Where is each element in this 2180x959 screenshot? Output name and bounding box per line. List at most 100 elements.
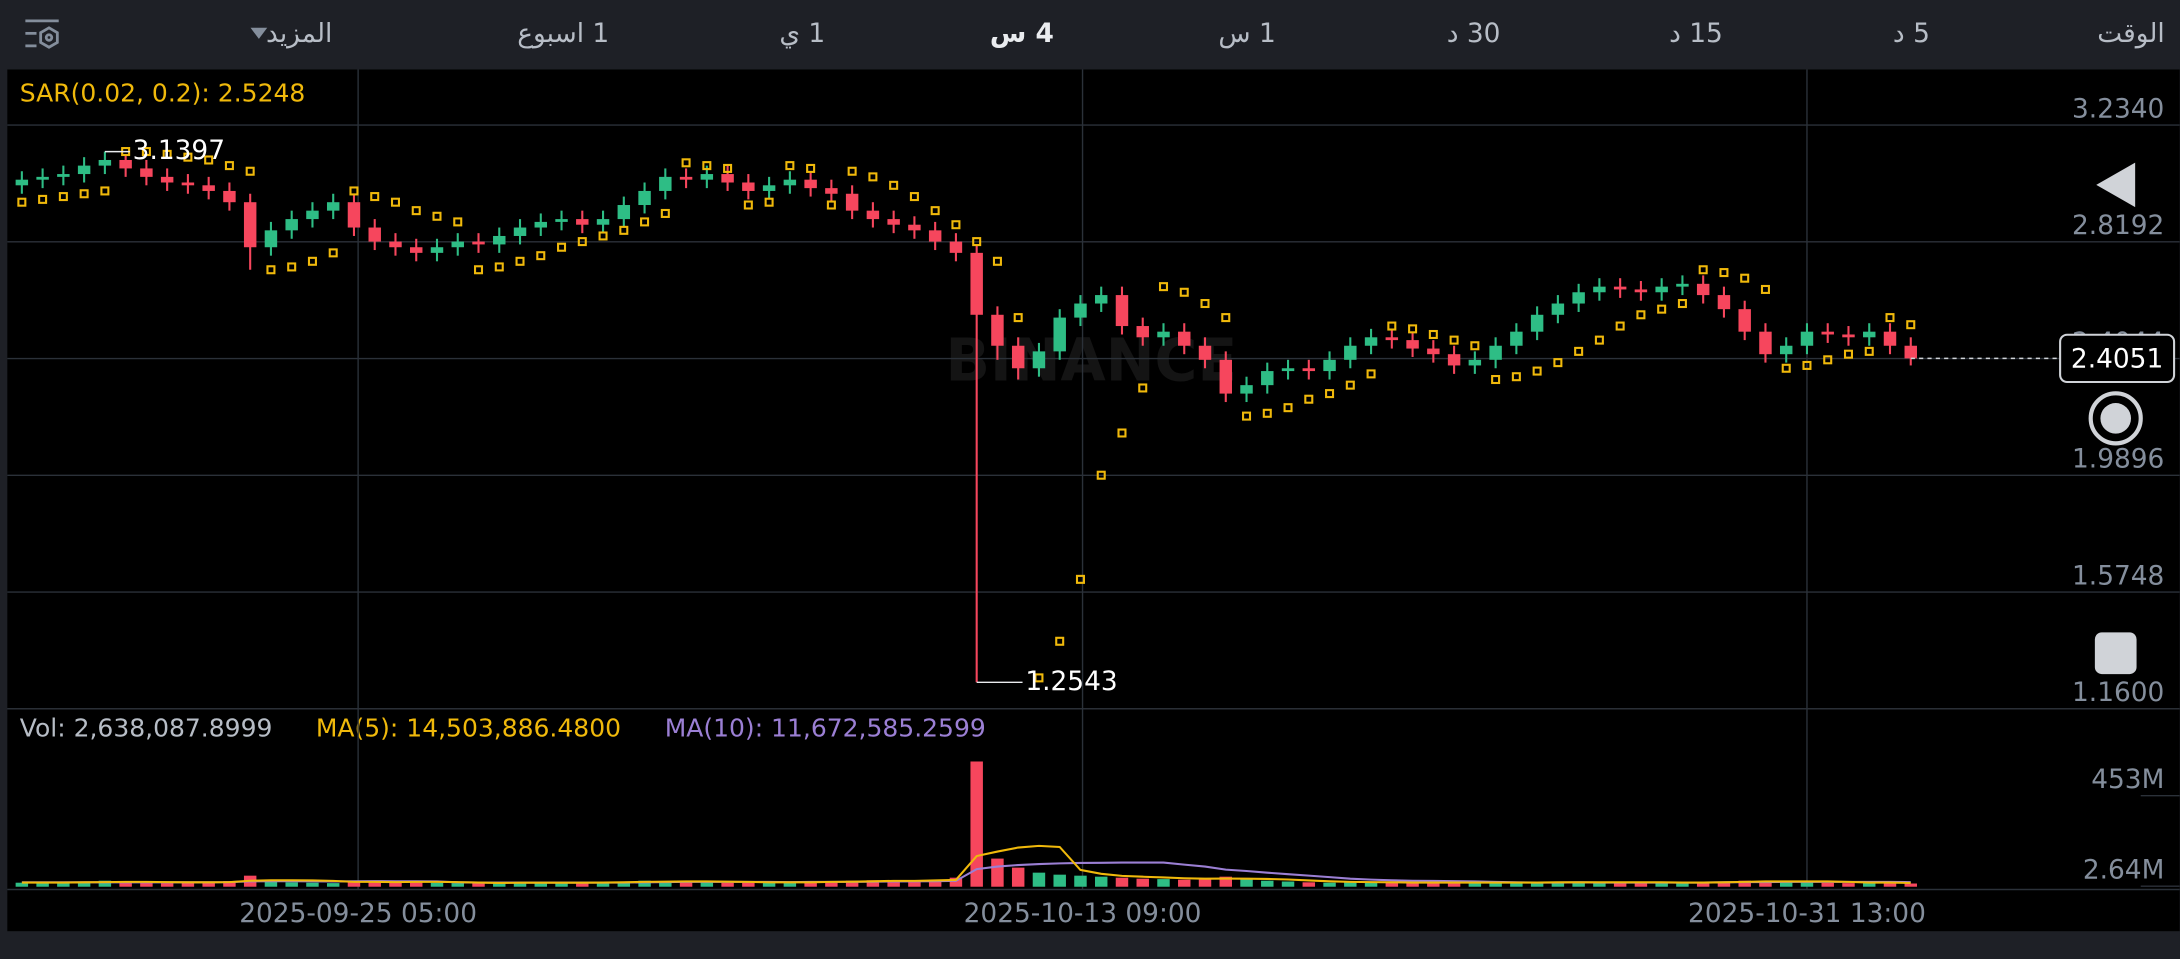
sar-dot [847,166,857,176]
candle-body [1157,331,1170,338]
sar-dot [951,220,961,230]
volume-bar [659,881,672,887]
candle-body [1344,345,1357,360]
sar-dot [1470,341,1480,351]
volume-bar [1883,882,1897,887]
candle-body [762,185,776,191]
timeframe-tab[interactable]: 1 اسبوع [517,18,609,49]
candle-body [513,227,527,236]
volume-bar [160,883,174,887]
volume-bar [1717,881,1731,887]
candle-body [1468,359,1482,366]
candle-body [1821,331,1834,335]
sar-dot [930,206,940,216]
volume-bar [389,881,402,887]
sar-dot [1843,349,1854,359]
target-button[interactable] [2088,391,2143,446]
volume-bar [721,882,734,887]
sar-dot [1242,411,1252,421]
sar-dot [536,251,546,261]
settings-icon[interactable] [25,19,59,49]
volume-bar [1136,878,1149,887]
candle-body [326,202,340,211]
sar-dot [287,262,297,272]
candle-body [389,241,402,248]
sar-dot [764,197,774,207]
sar-dot [1075,574,1085,584]
volume-bar [472,883,485,887]
volume-bar [1572,881,1585,887]
sar-dot [494,262,504,272]
candle-body [1613,286,1627,290]
candle-body [430,247,444,253]
sar-dot [162,149,172,159]
timeframe-tab[interactable]: 15 د [1669,18,1723,49]
ma10-legend: MA(10): 11,672,585.2599 [665,714,986,743]
volume-bar [223,881,236,887]
sar-dot [1511,372,1521,382]
sar-dot [660,208,670,218]
draw-button[interactable] [2094,632,2137,675]
candle-body [970,252,983,315]
sar-dot [785,161,795,171]
volume-bar [347,881,361,887]
timeframe-tab[interactable]: 5 د [1893,18,1930,49]
sar-dot [432,211,442,221]
volume-bar [638,880,651,887]
sar-dot [702,161,712,171]
sar-dot [1034,673,1044,683]
volume-bar [451,883,464,887]
candle-body [534,221,548,228]
candle-body [783,179,797,186]
volume-bar [783,882,797,887]
sar-dot [743,200,753,210]
timeframe-tab[interactable]: 4 س [990,18,1054,49]
y-tick-label: 1.5748 [2072,560,2164,591]
x-tick-label: 2025-10-31 13:00 [1688,898,1926,929]
candle-body [1302,368,1316,372]
candle-body [306,210,319,220]
sar-dot [453,217,463,227]
sar-dot [723,163,733,173]
sar-dot [1719,268,1729,278]
volume-bar [264,880,278,887]
collapse-button[interactable] [2096,162,2136,208]
volume-bar [1344,881,1357,887]
candle-body [1011,345,1025,369]
volume-bar [1676,882,1689,887]
volume-bar [77,881,91,887]
candle-body [991,314,1004,346]
y-tick-label: 1.9896 [2072,444,2164,475]
timeframe-tab[interactable]: 1 س [1218,18,1275,49]
sar-dot [1200,299,1210,309]
sar-dot [390,197,400,207]
candle-body [77,165,91,175]
watermark: BINANCE [946,326,1238,394]
volume-bar [1551,881,1565,887]
volume-bar [1634,883,1648,887]
sar-dot [889,180,899,190]
candle-body [638,190,651,206]
dropdown-arrow[interactable] [250,27,268,39]
sar-dot [1864,346,1874,356]
sar-dot [1677,299,1687,309]
timeframe-tab[interactable]: 30 د [1447,18,1501,49]
candle-body [119,159,132,169]
volume-bar [1613,882,1627,887]
timeframe-tab[interactable]: المزيد [266,18,332,49]
candle-body [202,185,215,191]
sar-dot [328,248,338,258]
timeframe-tab[interactable]: 1 ي [779,18,825,49]
candle-body [181,182,195,186]
volume-bar [1759,881,1772,887]
volume-bar [326,883,340,887]
volume-bar [576,883,589,887]
volume-bar [1468,881,1482,887]
timeframe-tab[interactable]: الوقت [2097,18,2165,49]
sar-dot [972,237,982,247]
candle-body [1863,331,1876,338]
candle-body [576,219,589,225]
sar-dot [1283,403,1293,413]
candle-body [949,241,963,253]
